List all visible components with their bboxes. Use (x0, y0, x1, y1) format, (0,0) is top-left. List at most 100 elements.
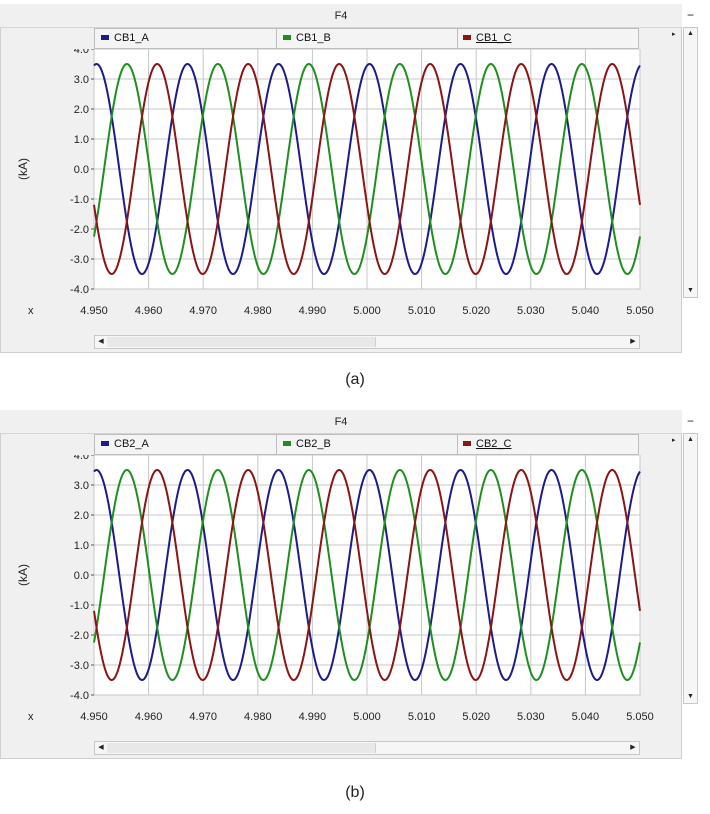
y-tick-label: 2.0 (74, 510, 89, 522)
series-line-cb1-a (93, 63, 641, 275)
y-tick-label: 4.0 (74, 455, 89, 462)
chart-title: F4 (0, 4, 682, 28)
minimize-icon[interactable]: − (686, 414, 694, 428)
x-tick-label: 4.960 (134, 305, 163, 317)
legend-divider (276, 435, 277, 454)
y-tick-label: 2.0 (74, 104, 89, 116)
legend-divider (457, 29, 458, 48)
legend-item-c[interactable]: CB2_C (463, 435, 511, 454)
legend-label-c: CB1_C (476, 32, 512, 44)
y-tick-label: 1.0 (74, 540, 89, 552)
series-line-cb2-c (93, 469, 641, 681)
x-tick-label: 4.980 (244, 305, 272, 317)
x-tick-label: 5.010 (407, 305, 436, 317)
horizontal-scrollbar[interactable]: ◀ ▶ (94, 335, 640, 349)
vertical-scrollbar[interactable]: ▲ ▼ (683, 433, 698, 704)
scroll-right-icon[interactable]: ▶ (630, 744, 636, 751)
x-tick-label: 5.000 (353, 711, 381, 723)
legend-bar: CB2_A CB2_B CB2_C (94, 434, 639, 455)
legend-bar: CB1_A CB1_B CB1_C (94, 28, 639, 49)
x-tick-label: 5.020 (462, 711, 490, 723)
waveform-plot: 4.0 3.0 2.0 1.0 0.0 -1.0 -2.0 -3.0 -4.0 (kA) (16, 49, 641, 296)
y-tick-label: -4.0 (70, 284, 89, 296)
legend-label-b: CB2_B (296, 438, 331, 450)
legend-label-a: CB1_A (114, 32, 149, 44)
y-tick-label: 4.0 (74, 49, 89, 56)
legend-item-b[interactable]: CB1_B (283, 29, 331, 48)
x-tick-label: 4.990 (298, 305, 327, 317)
y-tick-label: 1.0 (74, 134, 89, 146)
minimize-icon[interactable]: − (686, 8, 694, 22)
scroll-down-icon[interactable]: ▼ (687, 693, 694, 700)
legend-item-b[interactable]: CB2_B (283, 435, 331, 454)
y-tick-label: -2.0 (70, 630, 89, 642)
scroll-thumb[interactable] (107, 337, 376, 347)
legend-label-a: CB2_A (114, 438, 149, 450)
legend-swatch-b (283, 35, 291, 40)
scroll-down-icon[interactable]: ▼ (687, 287, 694, 294)
legend-swatch-b (283, 441, 291, 446)
figure-caption-b: (b) (345, 784, 365, 801)
y-tick-label: -4.0 (70, 690, 89, 702)
y-tick-label: 3.0 (74, 480, 89, 492)
y-tick-label: 0.0 (74, 570, 89, 582)
series-line-cb1-c (93, 63, 641, 275)
legend-swatch-a (101, 441, 109, 446)
x-tick-label: 4.980 (244, 711, 272, 723)
series-line-cb2-b (93, 469, 641, 681)
scroll-thumb[interactable] (107, 743, 376, 753)
y-axis-label: (kA) (16, 158, 30, 180)
legend-item-a[interactable]: CB1_A (101, 29, 149, 48)
x-tick-label: 4.960 (134, 711, 163, 723)
scroll-up-icon[interactable]: ▲ (687, 30, 694, 37)
x-tick-label: 4.970 (189, 305, 217, 317)
y-tick-label: -3.0 (70, 254, 89, 266)
x-axis-label: x (28, 711, 34, 723)
x-tick-label: 5.050 (626, 711, 654, 723)
legend-label-b: CB1_B (296, 32, 331, 44)
series-line-cb2-a (93, 469, 641, 681)
y-tick-label: 3.0 (74, 74, 89, 86)
x-tick-label: 5.040 (571, 711, 600, 723)
chart-panel-a: F4 − ▸ CB1_A CB1_B CB1_C 4.0 3.0 2.0 1.0 0.0… (0, 0, 708, 357)
legend-label-c: CB2_C (476, 438, 512, 450)
chart-panel-b: F4 − ▸ CB2_A CB2_B CB2_C 4.0 3.0 2.0 1.0 0.0… (0, 406, 708, 763)
y-tick-label: -3.0 (70, 660, 89, 672)
legend-item-c[interactable]: CB1_C (463, 29, 511, 48)
x-tick-label: 5.020 (462, 305, 490, 317)
scroll-up-icon[interactable]: ▲ (687, 436, 694, 443)
y-tick-label: -1.0 (70, 194, 89, 206)
series-line-cb1-b (93, 63, 641, 275)
expand-legend-icon[interactable]: ▸ (672, 437, 676, 444)
y-tick-label: -1.0 (70, 600, 89, 612)
legend-swatch-a (101, 35, 109, 40)
x-tick-label: 4.950 (80, 711, 108, 723)
x-tick-label: 5.050 (626, 305, 654, 317)
vertical-scrollbar[interactable]: ▲ ▼ (683, 27, 698, 298)
legend-divider (457, 435, 458, 454)
chart-title: F4 (0, 410, 682, 434)
expand-legend-icon[interactable]: ▸ (672, 31, 676, 38)
x-axis-label: x (28, 305, 34, 317)
x-tick-label: 4.970 (189, 711, 217, 723)
x-tick-label: 5.030 (517, 305, 545, 317)
scroll-left-icon[interactable]: ◀ (98, 338, 104, 345)
legend-swatch-c (463, 441, 471, 446)
x-tick-label: 5.000 (353, 305, 381, 317)
x-tick-label: 4.990 (298, 711, 327, 723)
scroll-right-icon[interactable]: ▶ (630, 338, 636, 345)
x-tick-label: 4.950 (80, 305, 108, 317)
scroll-left-icon[interactable]: ◀ (98, 744, 104, 751)
waveform-plot: 4.0 3.0 2.0 1.0 0.0 -1.0 -2.0 -3.0 -4.0 (kA) (16, 455, 641, 702)
legend-swatch-c (463, 35, 471, 40)
y-axis-label: (kA) (16, 564, 30, 586)
legend-item-a[interactable]: CB2_A (101, 435, 149, 454)
y-tick-label: -2.0 (70, 224, 89, 236)
horizontal-scrollbar[interactable]: ◀ ▶ (94, 741, 640, 755)
legend-divider (276, 29, 277, 48)
x-tick-label: 5.040 (571, 305, 600, 317)
y-tick-label: 0.0 (74, 164, 89, 176)
figure-caption-a: (a) (345, 371, 365, 388)
x-tick-label: 5.030 (517, 711, 545, 723)
x-tick-label: 5.010 (407, 711, 436, 723)
